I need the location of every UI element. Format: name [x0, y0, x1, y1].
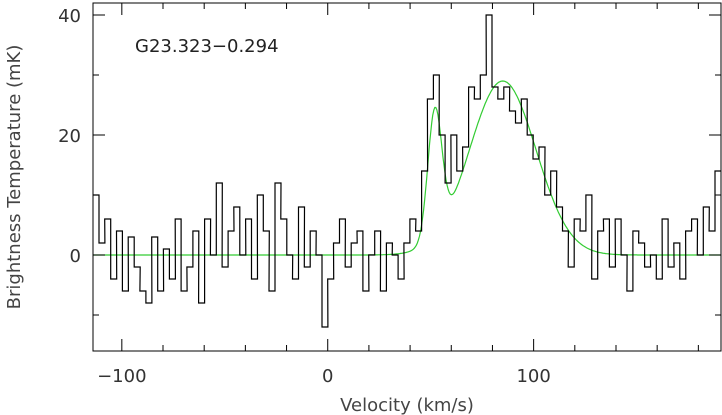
x-axis-label: Velocity (km/s): [340, 395, 474, 415]
x-tick-label: −100: [97, 366, 146, 387]
y-tick-label: 20: [58, 126, 81, 147]
y-axis-label: Brightness Temperature (mK): [4, 45, 25, 310]
gaussian-fit-line: [93, 80, 721, 256]
spectrum-step-line: [93, 14, 721, 328]
x-tick-label: 100: [516, 366, 550, 387]
axis-ticks: −100 0 100 0 20 40: [58, 3, 721, 387]
chart-title: G23.323−0.294: [135, 36, 279, 57]
x-tick-label: 0: [322, 366, 333, 387]
y-tick-label: 0: [70, 246, 81, 267]
y-tick-label: 40: [58, 6, 81, 27]
plot-frame: [92, 2, 722, 352]
